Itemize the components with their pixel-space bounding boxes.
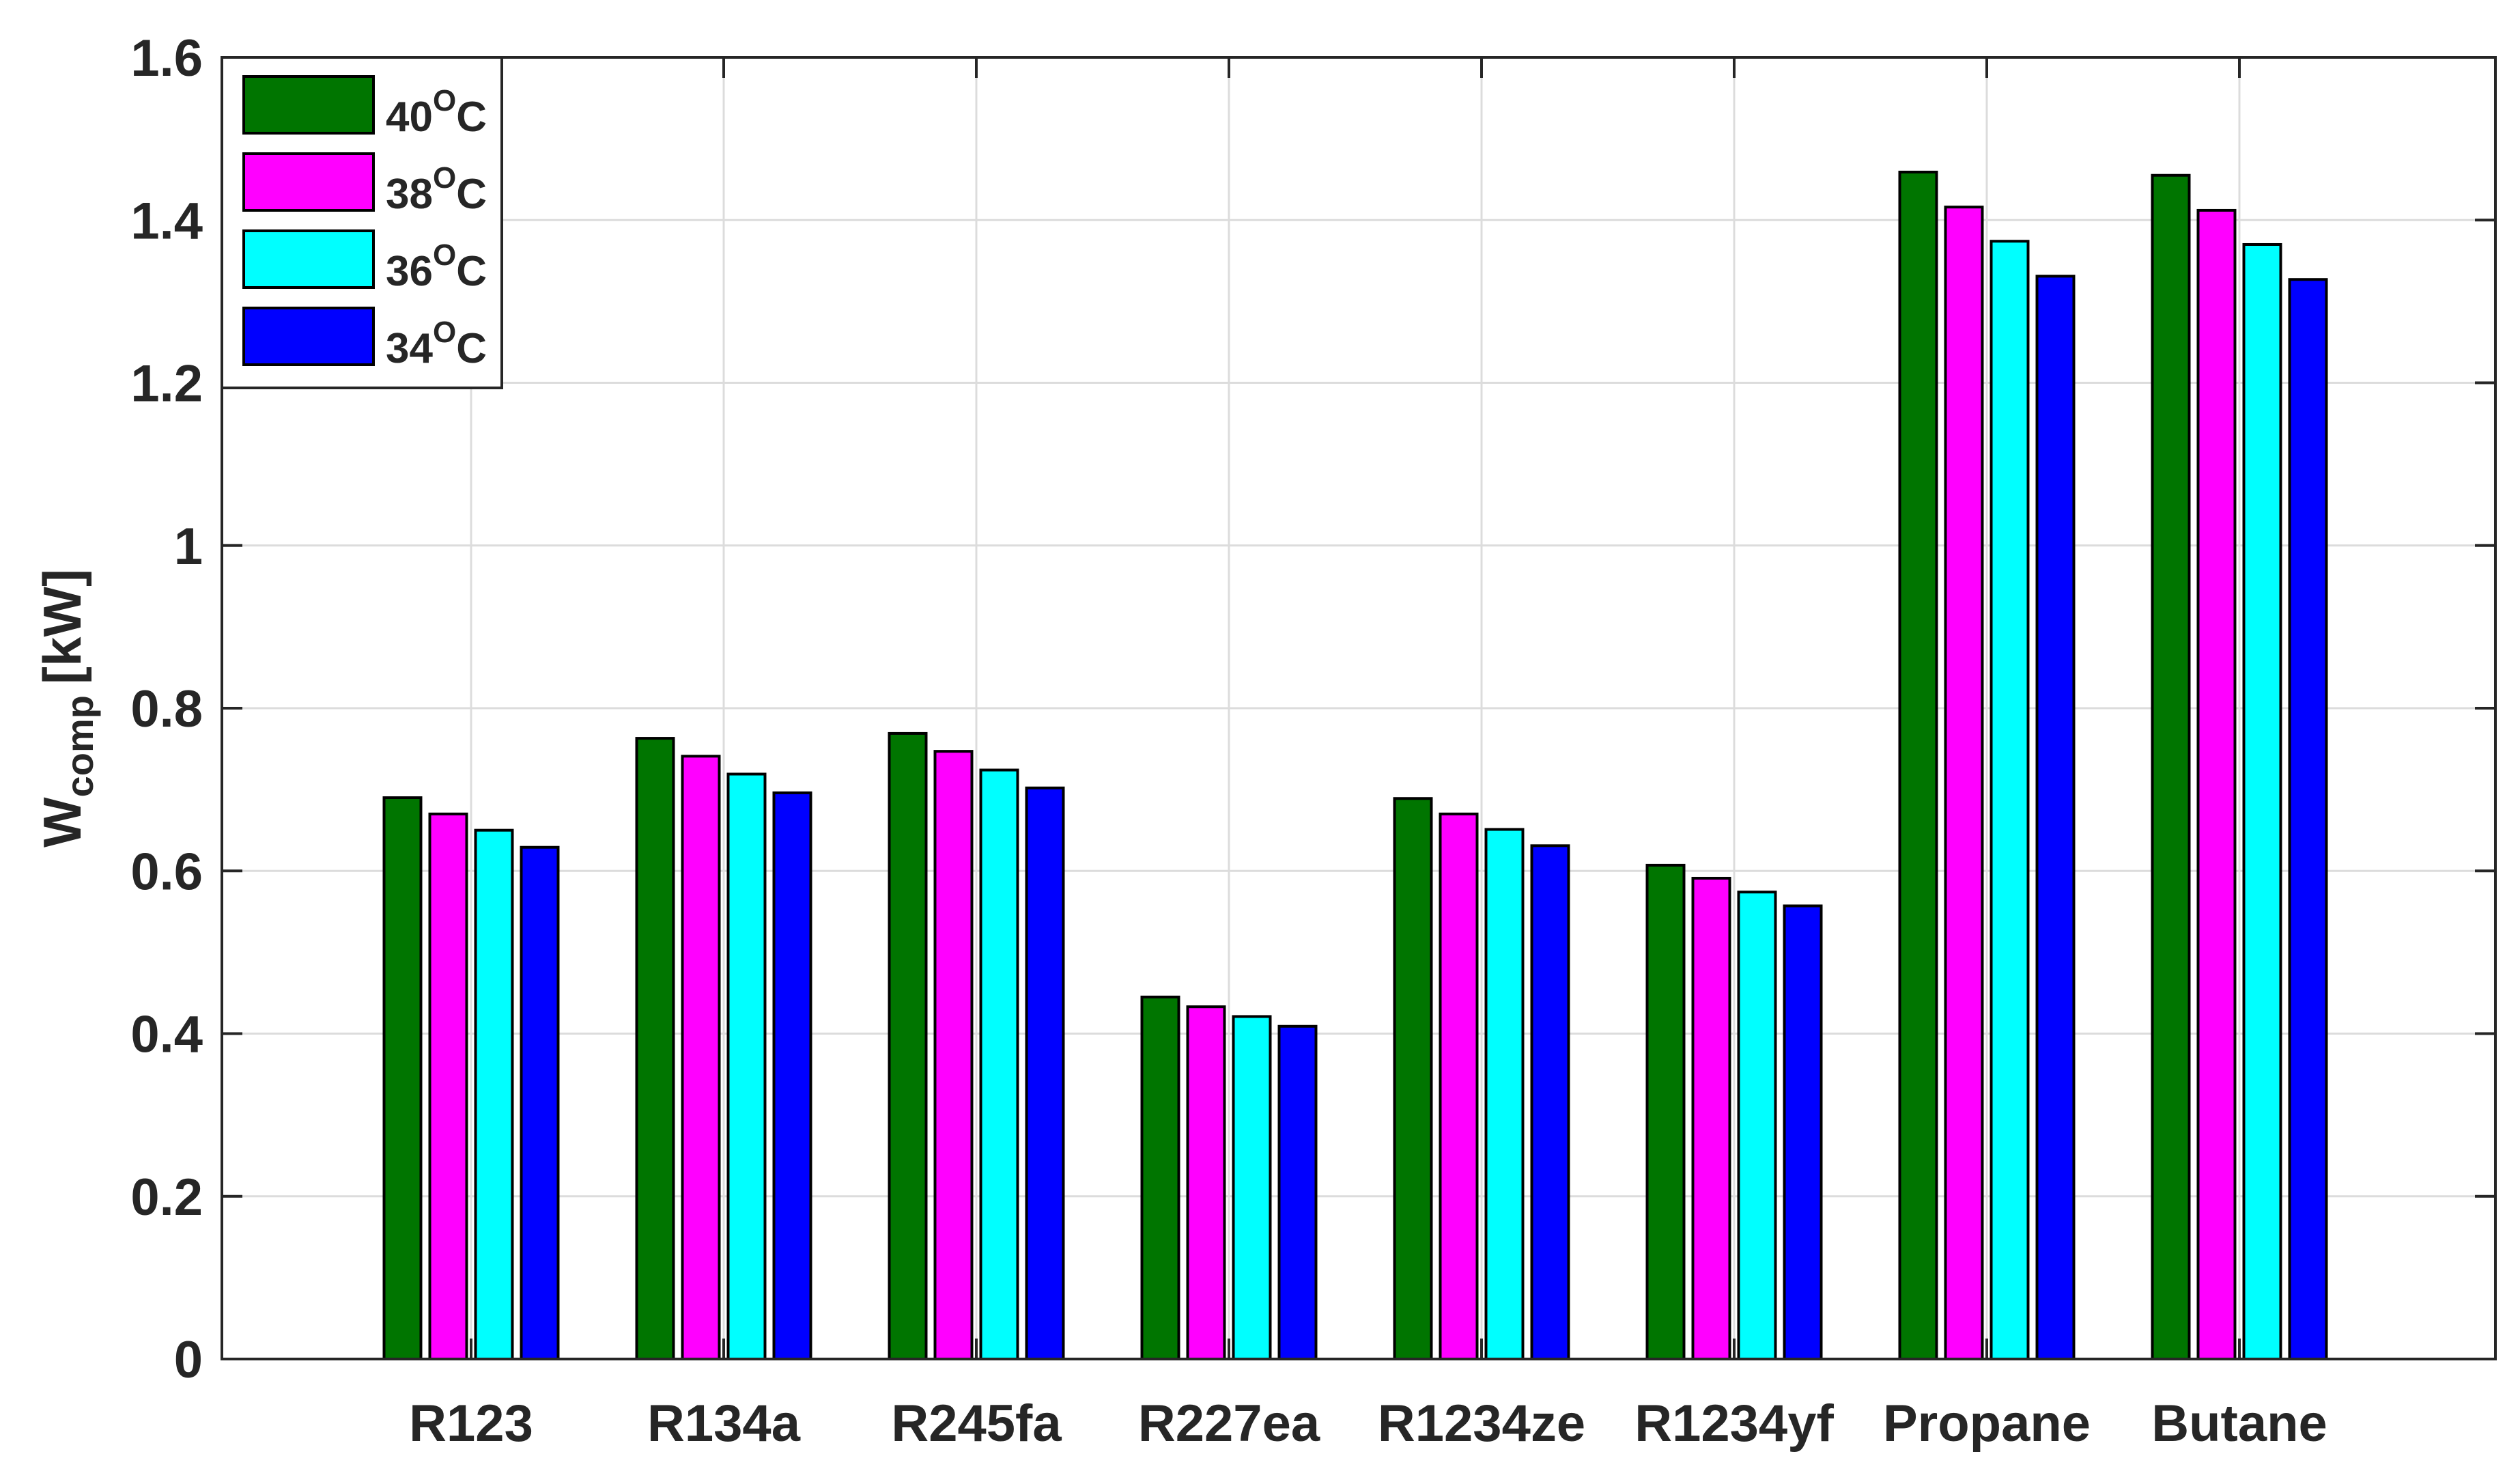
bar	[2288, 278, 2328, 1360]
legend-label: 38OC	[386, 161, 487, 218]
legend-label: 34OC	[386, 316, 487, 372]
bar	[1737, 891, 1777, 1361]
bar	[2151, 173, 2191, 1361]
x-tick-label: R1234yf	[1634, 1395, 1834, 1453]
bar	[726, 772, 767, 1360]
bar	[979, 768, 1019, 1361]
bar	[1186, 1005, 1226, 1360]
bar	[2196, 208, 2237, 1361]
legend-label: 36OC	[386, 238, 487, 295]
x-tick-label: R123	[409, 1395, 533, 1453]
bar	[1944, 206, 1984, 1361]
bars	[382, 170, 2328, 1361]
bar	[1990, 240, 2030, 1360]
y-axis-tick-labels: 0 0.2 0.4 0.6 0.8 1 1.2 1.4 1.6	[130, 29, 203, 1389]
legend-label-degree: O	[433, 238, 456, 272]
bar	[1484, 828, 1525, 1360]
legend-label-unit: C	[456, 248, 487, 295]
legend-label-unit: C	[456, 171, 487, 218]
y-axis-label-subscript: comp	[58, 695, 101, 797]
y-tick-label: 0.2	[130, 1168, 203, 1227]
legend-label-unit: C	[456, 325, 487, 372]
legend-label-value: 40	[386, 94, 433, 141]
bar	[2035, 275, 2076, 1360]
y-axis-label-main: W	[32, 797, 92, 848]
bar	[1530, 844, 1570, 1361]
bar	[1393, 797, 1433, 1360]
legend-label-value: 34	[386, 325, 433, 372]
bar	[772, 791, 812, 1360]
y-axis-label-unit: [kW]	[32, 569, 92, 684]
y-tick-label: 0	[174, 1331, 203, 1389]
bar	[474, 828, 514, 1360]
bar	[428, 812, 468, 1361]
bar	[1898, 170, 1938, 1360]
legend-swatch	[242, 152, 375, 212]
x-tick-label: R134a	[647, 1395, 801, 1453]
legend-label: 40OC	[386, 84, 487, 141]
bar	[1439, 812, 1479, 1361]
legend-swatch	[242, 307, 375, 366]
bar	[2242, 242, 2282, 1360]
axis-ticks	[222, 56, 2495, 1360]
bar	[888, 731, 928, 1360]
bar	[1140, 995, 1180, 1361]
x-tick-label: R245fa	[891, 1395, 1062, 1453]
bar	[681, 755, 721, 1360]
legend-label-unit: C	[456, 94, 487, 141]
y-tick-label: 1.2	[130, 355, 203, 413]
legend-label-degree: O	[433, 161, 456, 195]
legend-swatch	[242, 229, 375, 289]
y-tick-label: 1	[174, 518, 203, 576]
bar	[1645, 863, 1686, 1360]
bar	[520, 845, 560, 1360]
x-tick-label: R1234ze	[1378, 1395, 1585, 1453]
bar	[382, 796, 423, 1360]
bar	[933, 750, 974, 1360]
x-axis-tick-labels: R123 R134a R245fa R227ea R1234ze R1234yf Propa…	[409, 1395, 2327, 1453]
bar	[635, 737, 675, 1361]
legend-label-degree: O	[433, 84, 456, 117]
y-tick-label: 0.6	[130, 843, 203, 901]
legend-label-degree: O	[433, 316, 456, 349]
bar	[1025, 786, 1065, 1361]
x-tick-label: Butane	[2151, 1395, 2327, 1453]
y-axis-label: Wcomp [kW]	[32, 569, 101, 848]
legend-label-value: 36	[386, 248, 433, 295]
bar	[1783, 904, 1823, 1360]
bar	[1277, 1024, 1318, 1361]
y-tick-label: 1.6	[130, 29, 203, 87]
bar	[1232, 1015, 1272, 1360]
x-tick-label: Propane	[1883, 1395, 2091, 1453]
x-tick-label: R227ea	[1138, 1395, 1320, 1453]
legend-label-value: 38	[386, 171, 433, 218]
y-tick-label: 1.4	[130, 192, 203, 250]
bar	[1691, 876, 1731, 1360]
y-tick-label: 0.4	[130, 1006, 203, 1064]
legend-swatch	[242, 75, 375, 135]
y-tick-label: 0.8	[130, 680, 203, 738]
